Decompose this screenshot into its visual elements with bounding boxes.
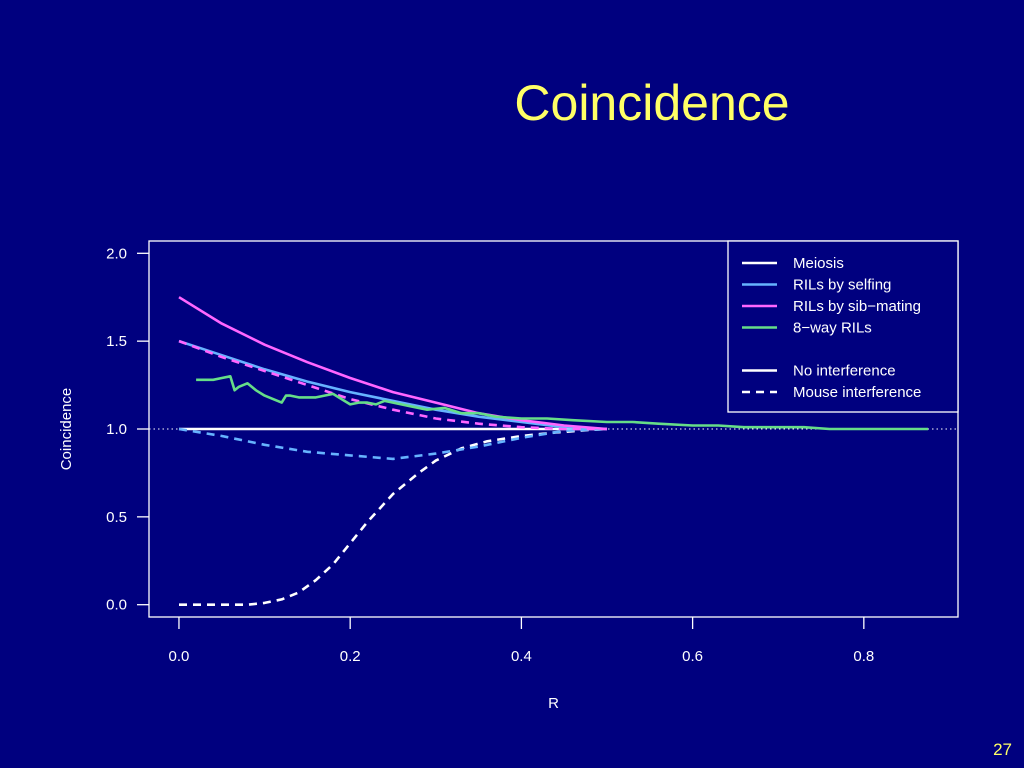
legend-label: RILs by selfing	[793, 277, 891, 294]
y-tick-label: 0.5	[106, 509, 127, 526]
x-tick-label: 0.2	[340, 648, 361, 665]
y-tick-label: 1.0	[106, 421, 127, 438]
y-axis-label: Coincidence	[58, 388, 75, 471]
x-tick-label: 0.8	[853, 648, 874, 665]
slide-title: Coincidence	[514, 75, 790, 131]
series-sibmating_none	[178, 296, 608, 431]
x-tick-label: 0.0	[169, 648, 190, 665]
series-selfing_mouse	[178, 427, 608, 461]
legend-label: Meiosis	[793, 255, 844, 272]
x-tick-label: 0.4	[511, 648, 532, 665]
x-axis-label: R	[548, 695, 559, 712]
x-tick-label: 0.6	[682, 648, 703, 665]
y-tick-label: 0.0	[106, 597, 127, 614]
page-number: 27	[993, 740, 1012, 759]
legend-label: No interference	[793, 363, 896, 380]
y-tick-label: 2.0	[106, 245, 127, 262]
series-selfing_none	[178, 339, 608, 431]
legend-label: RILs by sib−mating	[793, 298, 921, 315]
series-eightway	[196, 375, 928, 431]
series-meiosis_mouse	[179, 427, 608, 606]
legend-label: Mouse interference	[793, 384, 921, 401]
series-sibmating_mouse	[178, 339, 607, 431]
y-tick-label: 1.5	[106, 333, 127, 350]
legend-label: 8−way RILs	[793, 320, 872, 337]
